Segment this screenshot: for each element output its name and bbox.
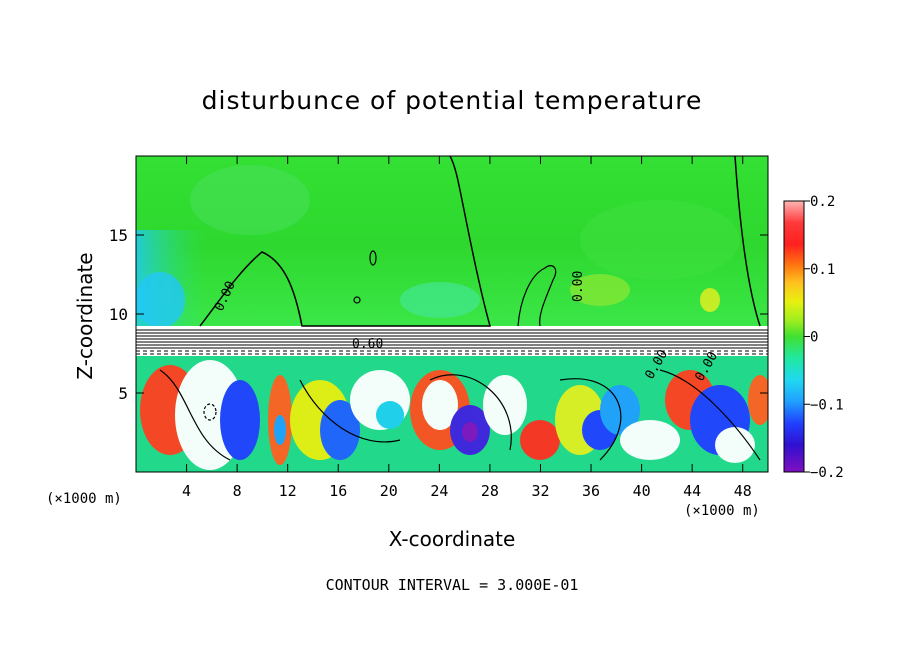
contour-interval-note: CONTOUR INTERVAL = 3.000E-01	[325, 576, 579, 594]
x-tick-label: 32	[531, 482, 549, 500]
contour-label: 0.60	[352, 337, 383, 352]
x-unit-label-right: (×1000 m)	[684, 503, 760, 519]
colorbar-tick-label: −0.1	[810, 397, 844, 413]
colorbar-tick-label: 0.2	[810, 194, 835, 210]
colorbar-tick-label: −0.2	[810, 465, 844, 481]
x-tick-label: 28	[481, 482, 499, 500]
x-tick-label: 4	[182, 482, 191, 500]
y-tick-label: 10	[109, 305, 128, 324]
x-tick-label: 48	[734, 482, 752, 500]
colorbar-tick-label: 0.1	[810, 262, 835, 278]
y-tick-label: 15	[109, 226, 128, 245]
contour-label: 0.00	[571, 271, 586, 302]
x-tick-label: 16	[329, 482, 347, 500]
x-tick-label: 12	[279, 482, 297, 500]
colorbar	[783, 200, 805, 473]
heatmap-field	[136, 156, 768, 472]
x-tick-label: 8	[233, 482, 242, 500]
chart-title: disturbunce of potential temperature	[201, 86, 703, 115]
x-unit-label-left: (×1000 m)	[46, 491, 122, 507]
x-tick-label: 20	[380, 482, 398, 500]
y-tick-label: 5	[118, 384, 128, 403]
colorbar-tick-label: 0	[810, 330, 818, 346]
x-tick-label: 44	[683, 482, 701, 500]
x-tick-label: 24	[430, 482, 448, 500]
x-axis-label: X-coordinate	[388, 527, 516, 551]
x-tick-label: 36	[582, 482, 600, 500]
x-tick-label: 40	[633, 482, 651, 500]
